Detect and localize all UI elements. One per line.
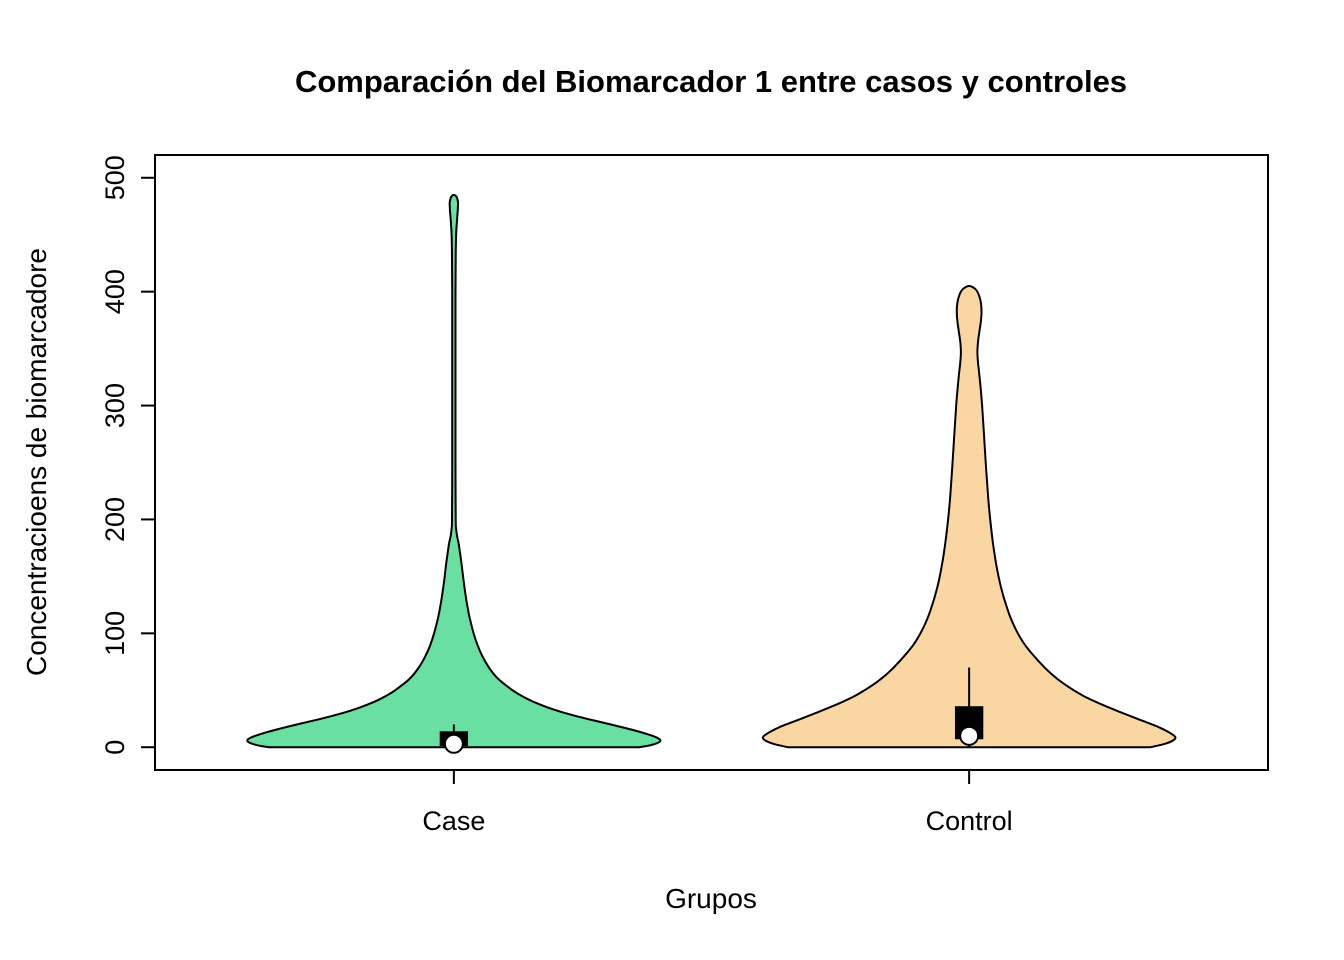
plot-border: [154, 154, 1269, 771]
violin-case: [246, 193, 662, 749]
x-tick-label-control: Control: [926, 806, 1013, 836]
median-dot-control: [959, 725, 980, 746]
median-dot-case: [443, 733, 464, 754]
y-tick-label: 200: [100, 497, 130, 542]
y-axis-title: Concentracioens de biomarcadore: [21, 248, 52, 676]
violin-control: [761, 285, 1177, 749]
y-tick-label: 300: [100, 383, 130, 428]
y-tick-label: 400: [100, 269, 130, 314]
chart-title: Comparación del Biomarcador 1 entre caso…: [295, 64, 1127, 99]
y-tick-label: 500: [100, 155, 130, 200]
plot-layer: 0 100 200 300 400 500 Case Control: [100, 154, 1269, 836]
y-tick-label: 100: [100, 611, 130, 656]
y-tick-label: 0: [100, 740, 130, 755]
x-axis-title: Grupos: [665, 883, 757, 914]
x-tick-label-case: Case: [422, 806, 485, 836]
